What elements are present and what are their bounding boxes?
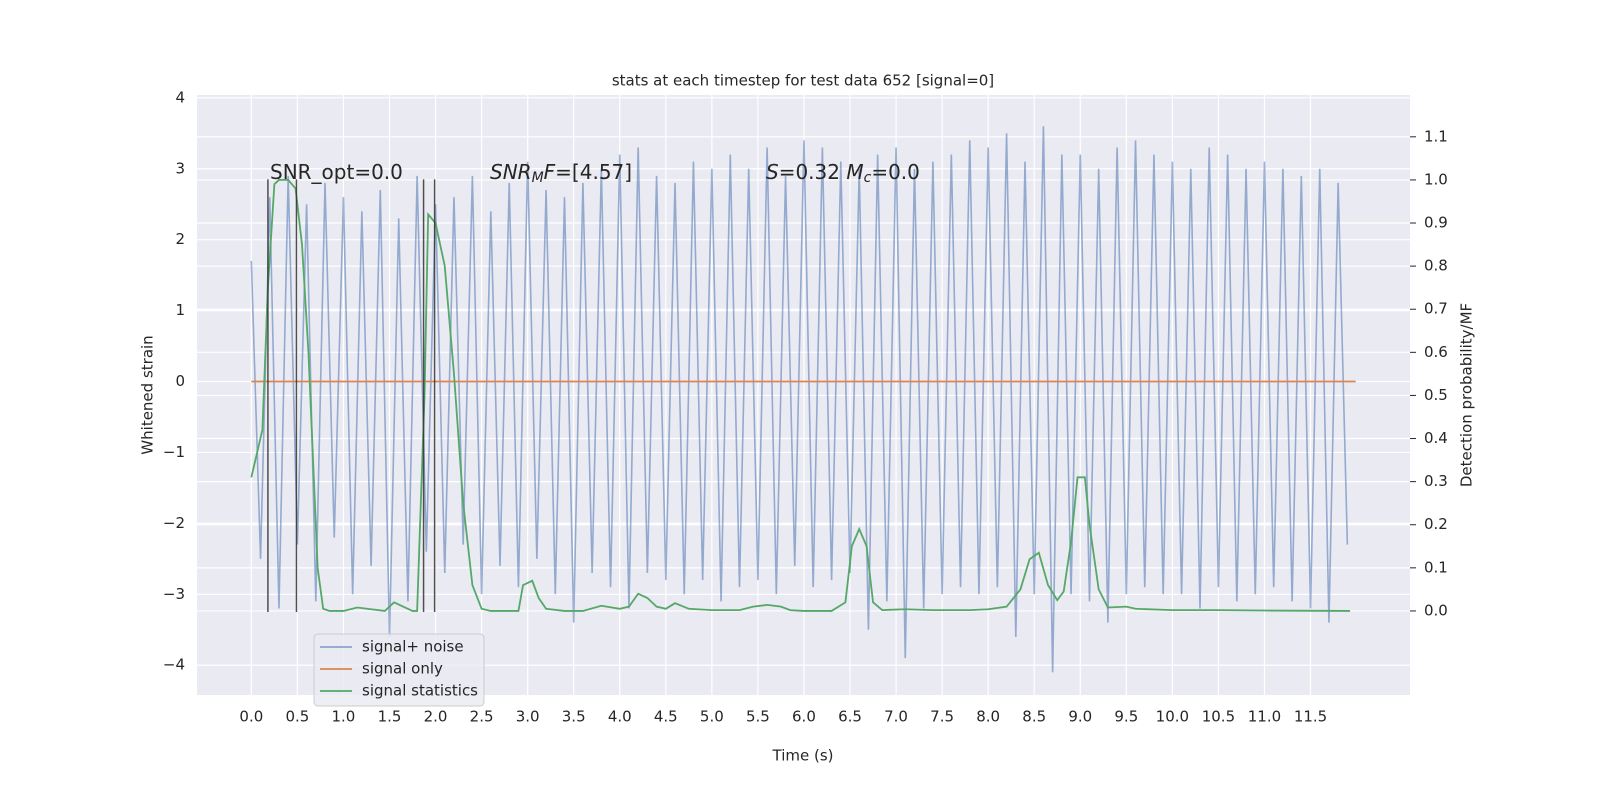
x-tick-label: 1.5 <box>378 708 402 726</box>
y2-axis-label: Detection probability/MF <box>1458 303 1476 487</box>
y2-tick-label: 1.0 <box>1424 170 1448 188</box>
y-axis-label: Whitened strain <box>139 335 157 454</box>
annotation: SNR_opt=0.0 <box>270 160 403 184</box>
y2-tick-label: 1.1 <box>1424 127 1448 145</box>
y-tick-label: 4 <box>175 88 185 106</box>
annotation-part: SNR <box>490 160 532 184</box>
x-tick-label: 7.0 <box>884 708 908 726</box>
x-tick-label: 1.0 <box>332 708 356 726</box>
x-axis-label: Time (s) <box>772 747 834 765</box>
x-tick-label: 10.0 <box>1156 708 1189 726</box>
y2-tick-label: 0.0 <box>1424 601 1448 619</box>
legend-box <box>313 633 485 707</box>
x-tick-label: 5.0 <box>700 708 724 726</box>
y2-tick-label: 0.5 <box>1424 386 1448 404</box>
x-tick-label: 4.0 <box>608 708 632 726</box>
x-tick-label: 2.5 <box>470 708 494 726</box>
y2-tick-label: 0.9 <box>1424 214 1448 232</box>
annotation-part: M <box>846 160 863 184</box>
y2-tick-label: 0.8 <box>1424 257 1448 275</box>
annotation-part: S <box>766 160 779 184</box>
y-tick-label: 3 <box>175 159 185 177</box>
annotation-part: M <box>532 170 544 186</box>
x-tick-label: 6.5 <box>838 708 862 726</box>
y-tick-label: −2 <box>163 514 185 532</box>
x-tick-label: 9.5 <box>1114 708 1138 726</box>
y-tick-label: 1 <box>175 301 185 319</box>
y-tick-label: −4 <box>163 656 185 674</box>
annotation-part: =[4.57] <box>555 160 632 184</box>
annotation-part: =0.0 <box>871 160 920 184</box>
x-tick-label: 8.0 <box>976 708 1000 726</box>
annotation-part: =0.32 <box>779 160 847 184</box>
x-tick-label: 6.0 <box>792 708 816 726</box>
y-tick-label: −3 <box>163 585 185 603</box>
y2-tick-label: 0.2 <box>1424 515 1448 533</box>
x-tick-label: 5.5 <box>746 708 770 726</box>
series-line <box>250 179 1351 612</box>
x-tick-label: 3.5 <box>562 708 586 726</box>
annotation-part: SNR_opt=0.0 <box>270 160 403 184</box>
x-tick-label: 7.5 <box>930 708 954 726</box>
y2-tick-label: 0.7 <box>1424 300 1448 318</box>
y2-tick-label: 0.6 <box>1424 343 1448 361</box>
x-tick-label: 10.5 <box>1202 708 1235 726</box>
annotation: SNRMF=[4.57] <box>490 160 632 187</box>
legend-label: signal+ noise <box>362 638 464 656</box>
x-tick-label: 2.0 <box>424 708 448 726</box>
annotation: S=0.32 Mc=0.0 <box>766 160 920 187</box>
x-tick-label: 4.5 <box>654 708 678 726</box>
x-tick-label: 0.5 <box>285 708 309 726</box>
x-tick-label: 0.0 <box>239 708 263 726</box>
x-tick-label: 3.0 <box>516 708 540 726</box>
x-tick-label: 11.0 <box>1248 708 1281 726</box>
y2-tick-label: 0.3 <box>1424 472 1448 490</box>
legend-label: signal statistics <box>362 682 478 700</box>
x-tick-label: 9.0 <box>1068 708 1092 726</box>
annotation-part: c <box>864 170 872 186</box>
y-tick-label: 2 <box>175 230 185 248</box>
x-tick-label: 11.5 <box>1294 708 1327 726</box>
y2-tick-label: 0.1 <box>1424 558 1448 576</box>
x-tick-label: 8.5 <box>1022 708 1046 726</box>
y-tick-label: 0 <box>175 372 185 390</box>
y-tick-label: −1 <box>163 443 185 461</box>
y2-tick-label: 0.4 <box>1424 429 1448 447</box>
chart-title: stats at each timestep for test data 652… <box>612 72 994 90</box>
legend-label: signal only <box>362 660 443 678</box>
annotation-part: F <box>544 160 556 184</box>
legend: signal+ noise signal only signal statistic… <box>313 633 485 707</box>
